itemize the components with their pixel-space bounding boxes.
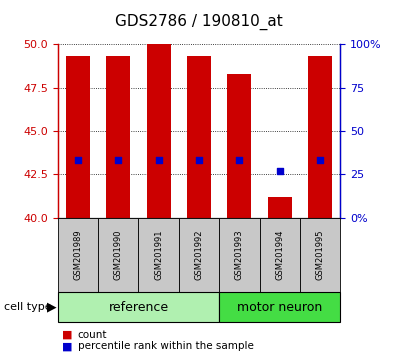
Bar (179, 218, 219, 292)
Bar (146, 44, 171, 218)
Bar (139, 218, 179, 292)
Text: reference: reference (108, 301, 168, 314)
Text: GSM201993: GSM201993 (235, 229, 244, 280)
Bar (219, 218, 259, 292)
Bar (267, 197, 292, 218)
Point (196, 158, 202, 163)
Text: GDS2786 / 190810_at: GDS2786 / 190810_at (115, 14, 283, 30)
Text: GSM201991: GSM201991 (154, 230, 163, 280)
Bar (98, 218, 139, 292)
Text: GSM201989: GSM201989 (73, 229, 82, 280)
Bar (58, 292, 219, 322)
Text: GSM201995: GSM201995 (316, 230, 325, 280)
Text: motor neuron: motor neuron (237, 301, 322, 314)
Bar (259, 218, 300, 292)
Text: GSM201994: GSM201994 (275, 230, 284, 280)
Bar (227, 74, 252, 218)
Bar (106, 56, 131, 218)
Point (317, 158, 323, 163)
Text: ■: ■ (62, 341, 72, 351)
Point (156, 158, 162, 163)
Bar (187, 56, 211, 218)
Point (277, 168, 283, 174)
Text: ■: ■ (62, 330, 72, 339)
Text: GSM201992: GSM201992 (195, 230, 203, 280)
Text: count: count (78, 330, 107, 339)
Bar (219, 292, 340, 322)
Bar (66, 56, 90, 218)
Text: cell type: cell type (4, 302, 52, 312)
Bar (58, 218, 98, 292)
Point (236, 158, 242, 163)
Text: percentile rank within the sample: percentile rank within the sample (78, 341, 254, 351)
Text: ▶: ▶ (47, 301, 57, 314)
Bar (300, 218, 340, 292)
Bar (308, 56, 332, 218)
Point (115, 158, 121, 163)
Point (75, 158, 81, 163)
Text: GSM201990: GSM201990 (114, 230, 123, 280)
